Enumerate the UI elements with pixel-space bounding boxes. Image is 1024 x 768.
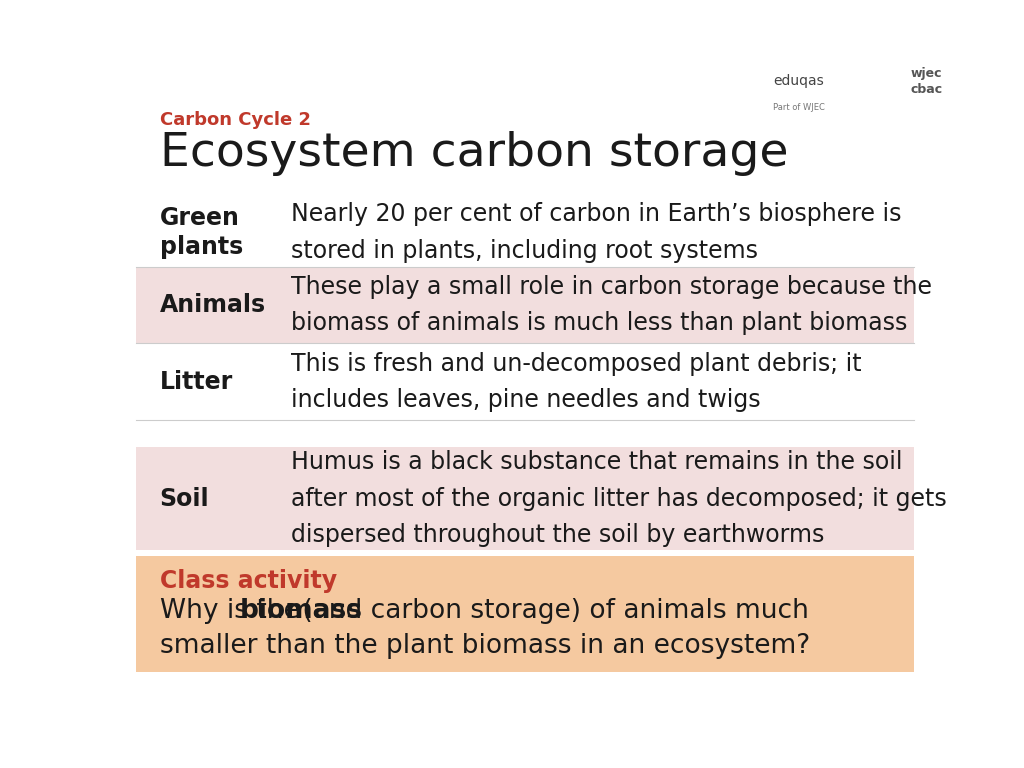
- Bar: [136, 266, 913, 343]
- Text: smaller than the plant biomass in an ecosystem?: smaller than the plant biomass in an eco…: [160, 634, 810, 659]
- Text: biomass: biomass: [240, 598, 364, 624]
- Text: Class activity: Class activity: [160, 569, 337, 594]
- Text: This is fresh and un-decomposed plant debris; it
includes leaves, pine needles a: This is fresh and un-decomposed plant de…: [291, 352, 861, 412]
- Bar: [136, 556, 913, 672]
- Text: Soil: Soil: [160, 487, 209, 511]
- Text: wjec
cbac: wjec cbac: [910, 67, 943, 95]
- Bar: [136, 447, 913, 551]
- Text: eduqas: eduqas: [773, 74, 824, 88]
- Text: Animals: Animals: [160, 293, 266, 317]
- Text: Nearly 20 per cent of carbon in Earth’s biosphere is
stored in plants, including: Nearly 20 per cent of carbon in Earth’s …: [291, 203, 901, 263]
- Text: Ecosystem carbon storage: Ecosystem carbon storage: [160, 131, 788, 176]
- Text: Part of WJEC: Part of WJEC: [773, 103, 824, 111]
- Text: These play a small role in carbon storage because the
biomass of animals is much: These play a small role in carbon storag…: [291, 275, 932, 335]
- Bar: [136, 199, 913, 266]
- Text: Humus is a black substance that remains in the soil
after most of the organic li: Humus is a black substance that remains …: [291, 450, 946, 547]
- Text: Green
plants: Green plants: [160, 206, 243, 260]
- Text: (and carbon storage) of animals much: (and carbon storage) of animals much: [294, 598, 809, 624]
- Text: Why is the: Why is the: [160, 598, 308, 624]
- Text: Carbon Cycle 2: Carbon Cycle 2: [160, 111, 310, 129]
- Text: Litter: Litter: [160, 370, 233, 394]
- Bar: [136, 343, 913, 420]
